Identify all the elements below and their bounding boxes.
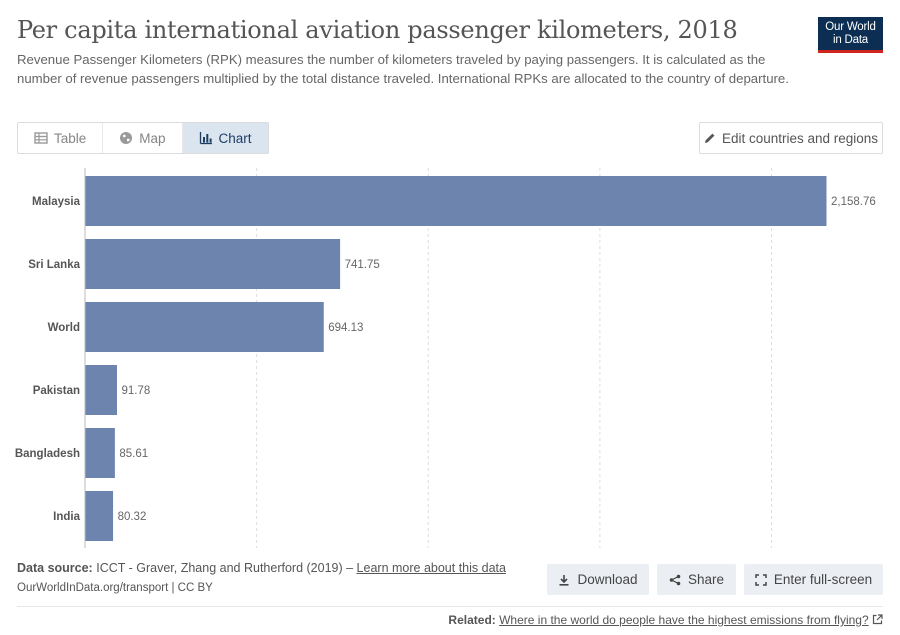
source-url: OurWorldInData.org/transport | CC BY — [17, 582, 213, 594]
category-label-4: Bangladesh — [15, 448, 80, 460]
fullscreen-label: Enter full-screen — [773, 572, 873, 587]
view-tabs: Table Map Chart — [17, 122, 269, 154]
value-label-0: 2,158.76 — [831, 196, 876, 208]
value-label-2: 694.13 — [328, 322, 363, 334]
tab-table[interactable]: Table — [18, 123, 102, 153]
table-icon — [34, 132, 48, 144]
category-label-0: Malaysia — [32, 196, 81, 208]
edit-countries-button[interactable]: Edit countries and regions — [699, 122, 883, 154]
download-button[interactable]: Download — [547, 564, 649, 595]
fullscreen-button[interactable]: Enter full-screen — [744, 564, 883, 595]
expand-icon — [755, 573, 767, 586]
bar-3 — [85, 365, 118, 415]
bar-2 — [85, 302, 324, 352]
tab-chart-label: Chart — [218, 130, 252, 146]
source-label: Data source: — [17, 561, 93, 575]
bar-1 — [85, 239, 341, 289]
category-label-5: India — [53, 511, 80, 523]
bar-chart: Malaysia 2,158.76 Sri Lanka 741.75 World 694.… — [0, 160, 900, 550]
edit-countries-label: Edit countries and regions — [721, 130, 879, 146]
value-label-1: 741.75 — [345, 259, 380, 271]
logo-line-1: Our World — [825, 21, 876, 33]
tab-map-label: Map — [139, 130, 166, 146]
value-label-5: 80.32 — [118, 511, 147, 523]
download-label: Download — [577, 572, 638, 587]
tab-table-label: Table — [54, 130, 87, 146]
tab-chart[interactable]: Chart — [181, 123, 268, 153]
related-label: Related: — [448, 613, 496, 627]
tab-map[interactable]: Map — [102, 123, 181, 153]
related-link[interactable]: Where in the world do people have the hi… — [499, 613, 869, 627]
pencil-icon — [704, 133, 715, 143]
share-label: Share — [687, 572, 725, 587]
external-link-icon — [872, 614, 883, 625]
footer-divider — [17, 606, 883, 607]
bar-0 — [85, 176, 827, 226]
logo-line-2: in Data — [832, 33, 869, 46]
chart-subtitle: Revenue Passenger Kilometers (RPK) measu… — [17, 52, 789, 86]
data-source: Data source: ICCT - Graver, Zhang and Ru… — [17, 561, 506, 575]
category-label-1: Sri Lanka — [28, 259, 80, 271]
bar-5 — [85, 491, 114, 541]
related-article: Related: Where in the world do people ha… — [448, 613, 883, 627]
chart-icon — [199, 132, 212, 145]
globe-icon — [120, 132, 133, 144]
share-icon — [669, 574, 681, 585]
category-label-2: World — [48, 322, 80, 334]
value-label-3: 91.78 — [122, 385, 151, 397]
category-label-3: Pakistan — [33, 385, 80, 397]
bar-chart-svg: Malaysia 2,158.76 Sri Lanka 741.75 World 694.… — [15, 168, 876, 548]
value-label-4: 85.61 — [119, 448, 148, 460]
bar-4 — [85, 428, 115, 478]
share-button[interactable]: Share — [657, 564, 736, 595]
chart-title: Per capita international aviation passen… — [17, 16, 738, 44]
download-icon — [559, 574, 569, 586]
source-text: ICCT - Graver, Zhang and Rutherford (201… — [96, 561, 354, 575]
learn-more-link[interactable]: Learn more about this data — [356, 561, 506, 575]
owid-logo[interactable]: Our World in Data — [818, 17, 883, 53]
